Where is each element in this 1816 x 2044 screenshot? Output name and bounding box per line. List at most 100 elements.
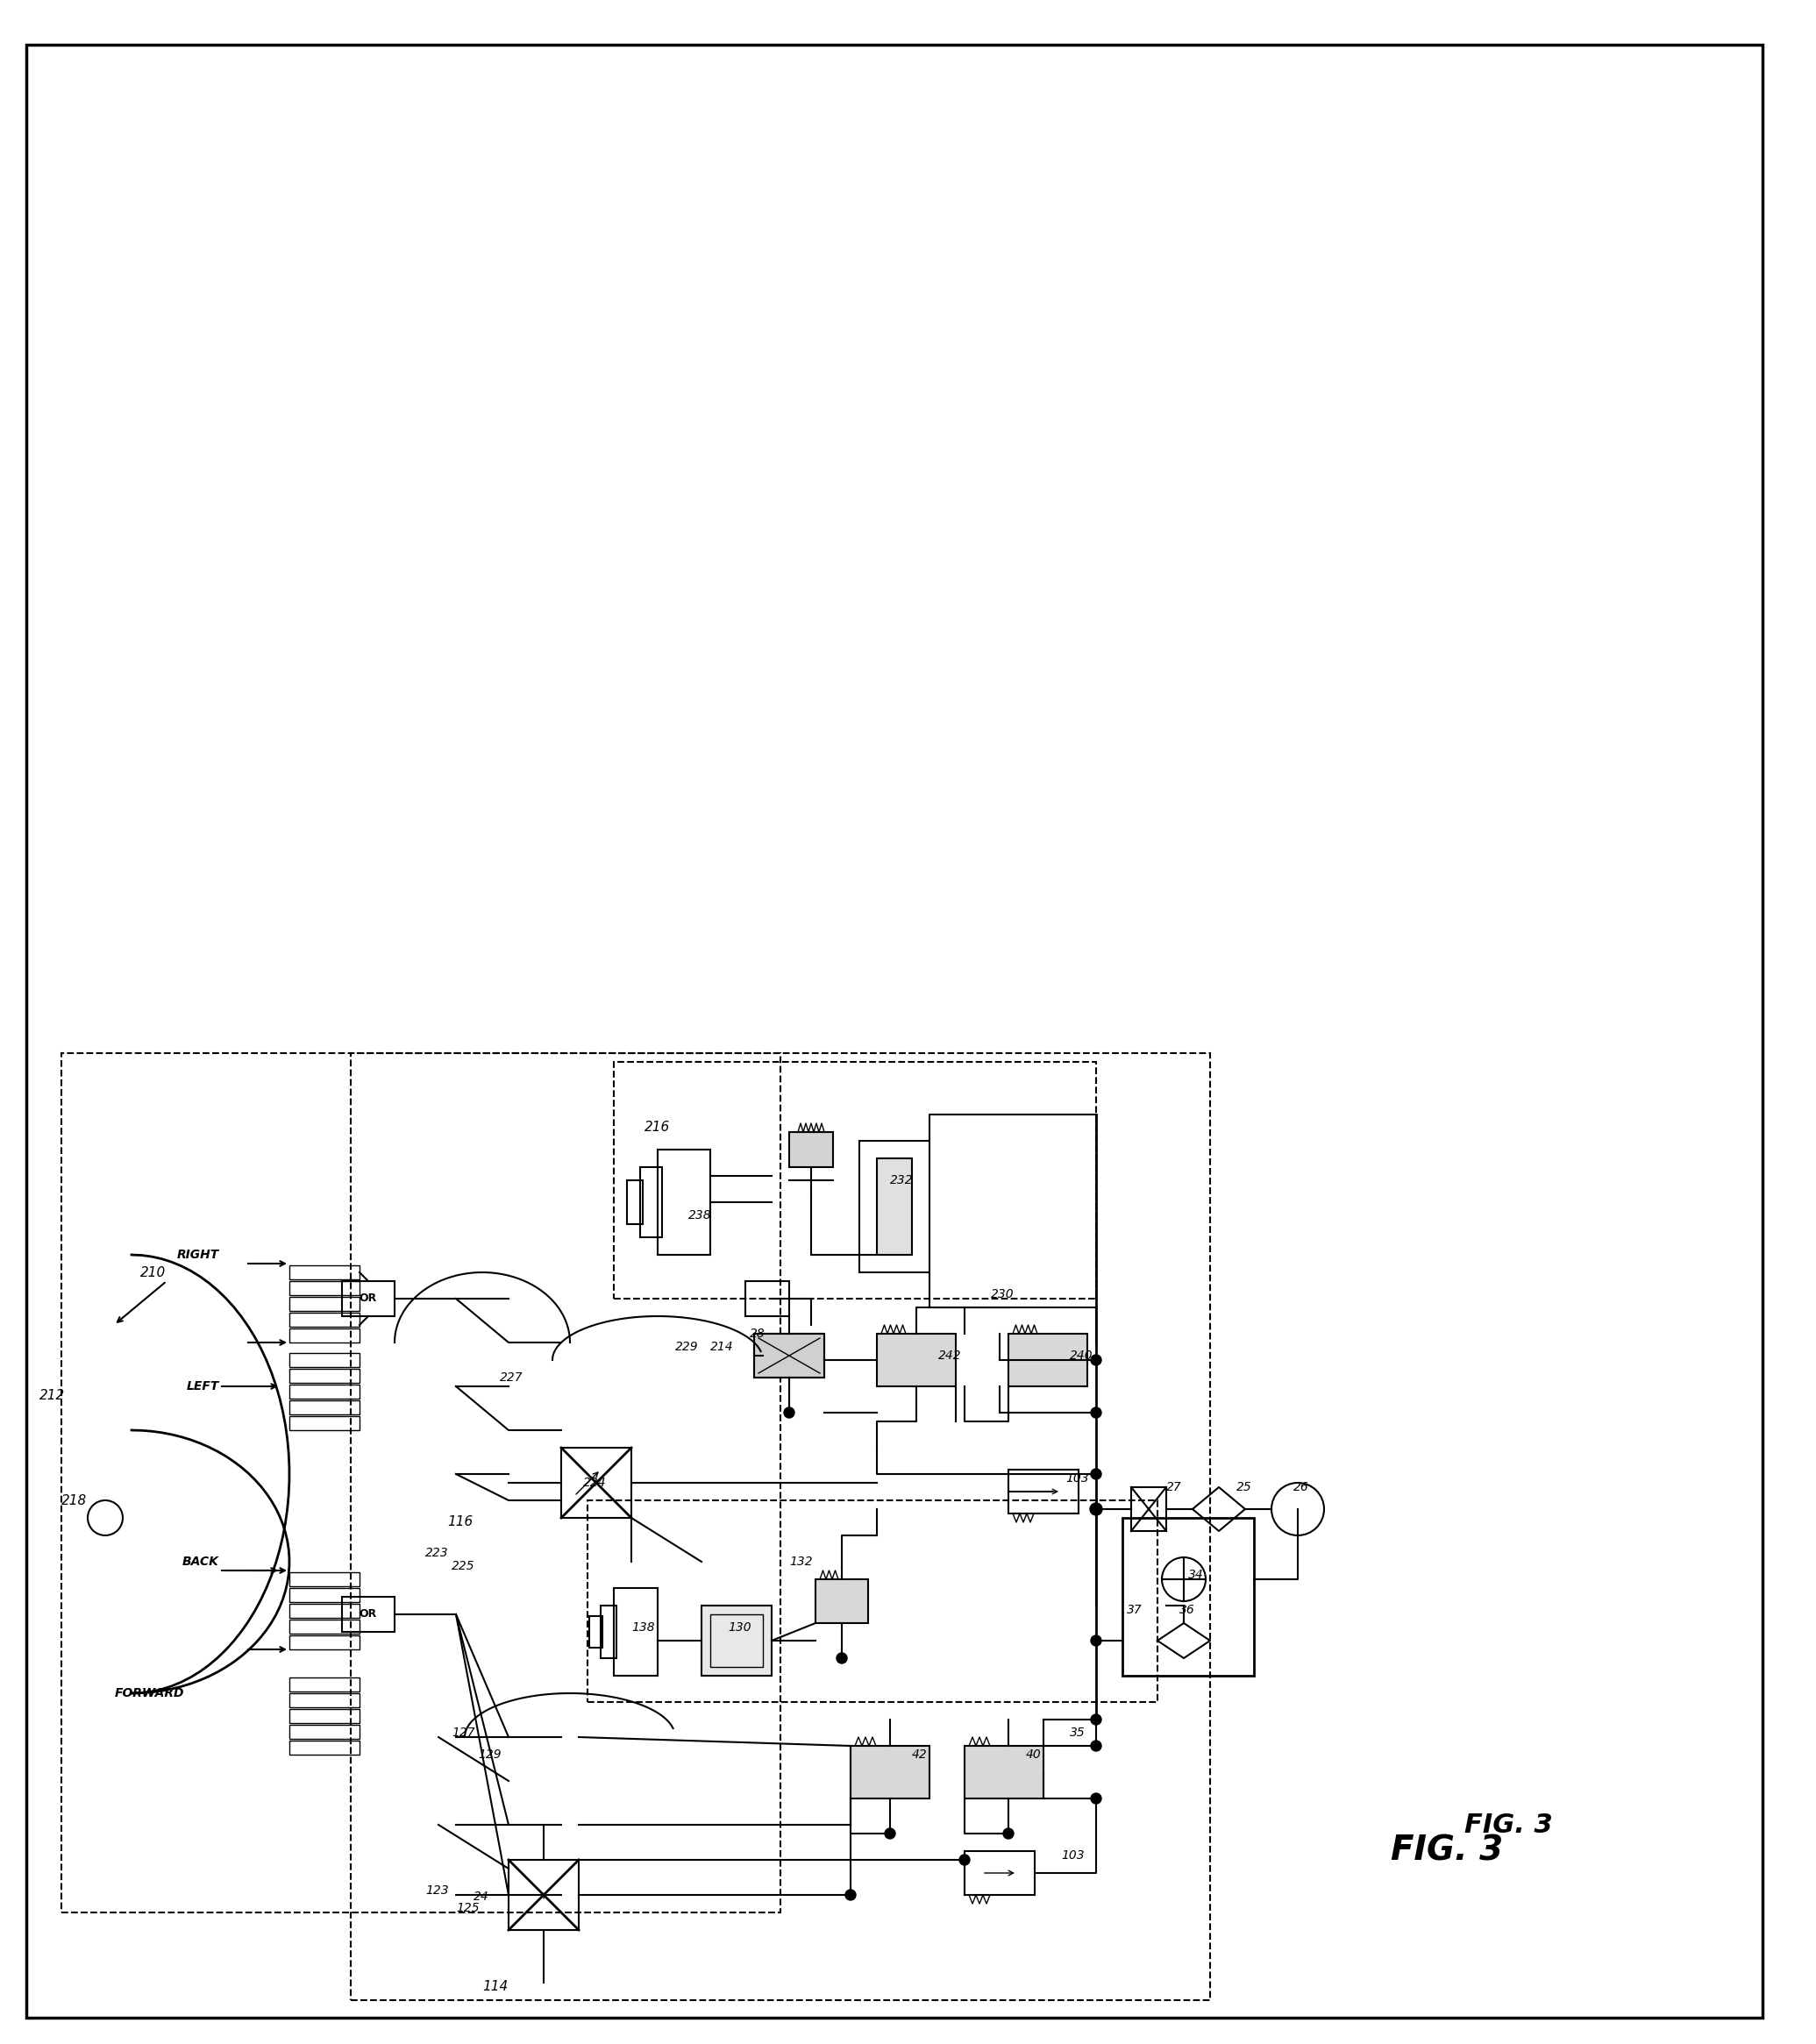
Text: 225: 225	[452, 1560, 476, 1572]
Text: FORWARD: FORWARD	[114, 1686, 183, 1699]
Bar	[289, 1741, 360, 1754]
Text: OR: OR	[360, 1294, 378, 1304]
Bar	[62, 1053, 781, 1913]
Bar	[341, 1596, 394, 1631]
Text: 223: 223	[425, 1547, 449, 1560]
Text: 224: 224	[583, 1476, 607, 1488]
Bar	[289, 1725, 360, 1739]
Circle shape	[1090, 1502, 1102, 1515]
Bar	[710, 1615, 763, 1668]
Bar	[588, 1617, 603, 1647]
Text: 36: 36	[1179, 1605, 1195, 1617]
Text: 130: 130	[728, 1621, 752, 1633]
Text: 116: 116	[447, 1517, 472, 1529]
Bar	[745, 1282, 790, 1316]
Bar	[877, 1159, 912, 1255]
Bar	[289, 1400, 360, 1414]
Text: 34: 34	[1188, 1568, 1204, 1580]
Text: 212: 212	[40, 1388, 65, 1402]
Bar	[508, 1860, 579, 1930]
Bar	[815, 1580, 868, 1623]
Circle shape	[844, 1889, 855, 1901]
Bar	[289, 1282, 360, 1296]
Text: 230: 230	[992, 1288, 1013, 1300]
Bar	[614, 1588, 657, 1676]
Text: 227: 227	[499, 1372, 523, 1384]
Bar	[289, 1709, 360, 1723]
Text: 129: 129	[478, 1748, 501, 1760]
Bar	[561, 1447, 632, 1519]
Text: 240: 240	[1070, 1349, 1093, 1361]
Circle shape	[1091, 1741, 1100, 1752]
Text: 24: 24	[474, 1891, 489, 1903]
Bar	[289, 1635, 360, 1650]
Text: 37: 37	[1126, 1605, 1142, 1617]
Text: 103: 103	[1066, 1472, 1090, 1484]
Text: 214: 214	[710, 1341, 734, 1353]
Bar	[289, 1369, 360, 1384]
Text: 242: 242	[939, 1349, 962, 1361]
Bar	[289, 1416, 360, 1431]
Bar	[754, 1335, 824, 1378]
Bar	[289, 1265, 360, 1280]
Text: 114: 114	[483, 1981, 508, 1993]
Bar	[289, 1329, 360, 1343]
Bar	[639, 1167, 663, 1237]
Text: 229: 229	[676, 1341, 699, 1353]
Text: FIG. 3: FIG. 3	[1391, 1833, 1504, 1868]
Text: RIGHT: RIGHT	[176, 1249, 220, 1261]
Text: FIG. 3: FIG. 3	[1464, 1813, 1553, 1838]
Bar	[627, 1179, 643, 1224]
Text: 216: 216	[645, 1120, 670, 1134]
Bar	[289, 1312, 360, 1327]
Bar	[289, 1384, 360, 1398]
Bar	[1008, 1335, 1088, 1386]
Bar	[1131, 1488, 1166, 1531]
Text: 35: 35	[1070, 1727, 1086, 1739]
Bar	[701, 1605, 772, 1676]
Text: 218: 218	[62, 1494, 87, 1506]
Text: 127: 127	[452, 1727, 476, 1739]
Text: 103: 103	[1061, 1850, 1084, 1862]
Text: 26: 26	[1293, 1482, 1309, 1494]
Bar	[850, 1746, 930, 1799]
Bar	[588, 1500, 1157, 1703]
Circle shape	[1091, 1715, 1100, 1725]
Text: 210: 210	[140, 1265, 165, 1280]
Bar	[601, 1605, 616, 1658]
Bar	[964, 1852, 1035, 1895]
Text: 28: 28	[750, 1329, 765, 1341]
Bar	[341, 1282, 394, 1316]
Text: 123: 123	[425, 1885, 449, 1897]
Bar	[289, 1353, 360, 1367]
Bar	[614, 1063, 1097, 1298]
Circle shape	[1091, 1635, 1100, 1645]
Bar	[289, 1588, 360, 1602]
Text: 238: 238	[688, 1210, 712, 1222]
Text: 40: 40	[1026, 1748, 1042, 1760]
Bar	[754, 1335, 824, 1378]
Polygon shape	[1157, 1623, 1209, 1658]
Bar	[877, 1335, 955, 1386]
Circle shape	[837, 1654, 846, 1664]
Bar	[859, 1141, 930, 1271]
Text: 25: 25	[1237, 1482, 1251, 1494]
Bar	[657, 1149, 710, 1255]
Text: 42: 42	[912, 1748, 928, 1760]
Text: 125: 125	[456, 1903, 479, 1915]
Bar	[350, 1053, 1209, 2001]
Text: LEFT: LEFT	[187, 1380, 220, 1392]
Circle shape	[785, 1408, 794, 1419]
Bar	[964, 1746, 1044, 1799]
Text: 138: 138	[632, 1621, 656, 1633]
Text: OR: OR	[360, 1609, 378, 1621]
Circle shape	[1091, 1355, 1100, 1365]
Bar	[1122, 1519, 1253, 1676]
Bar	[790, 1132, 834, 1167]
Text: BACK: BACK	[182, 1555, 220, 1568]
Bar	[1008, 1470, 1079, 1513]
Text: 232: 232	[890, 1173, 913, 1186]
Circle shape	[884, 1827, 895, 1840]
Bar	[289, 1572, 360, 1586]
Circle shape	[1091, 1793, 1100, 1803]
